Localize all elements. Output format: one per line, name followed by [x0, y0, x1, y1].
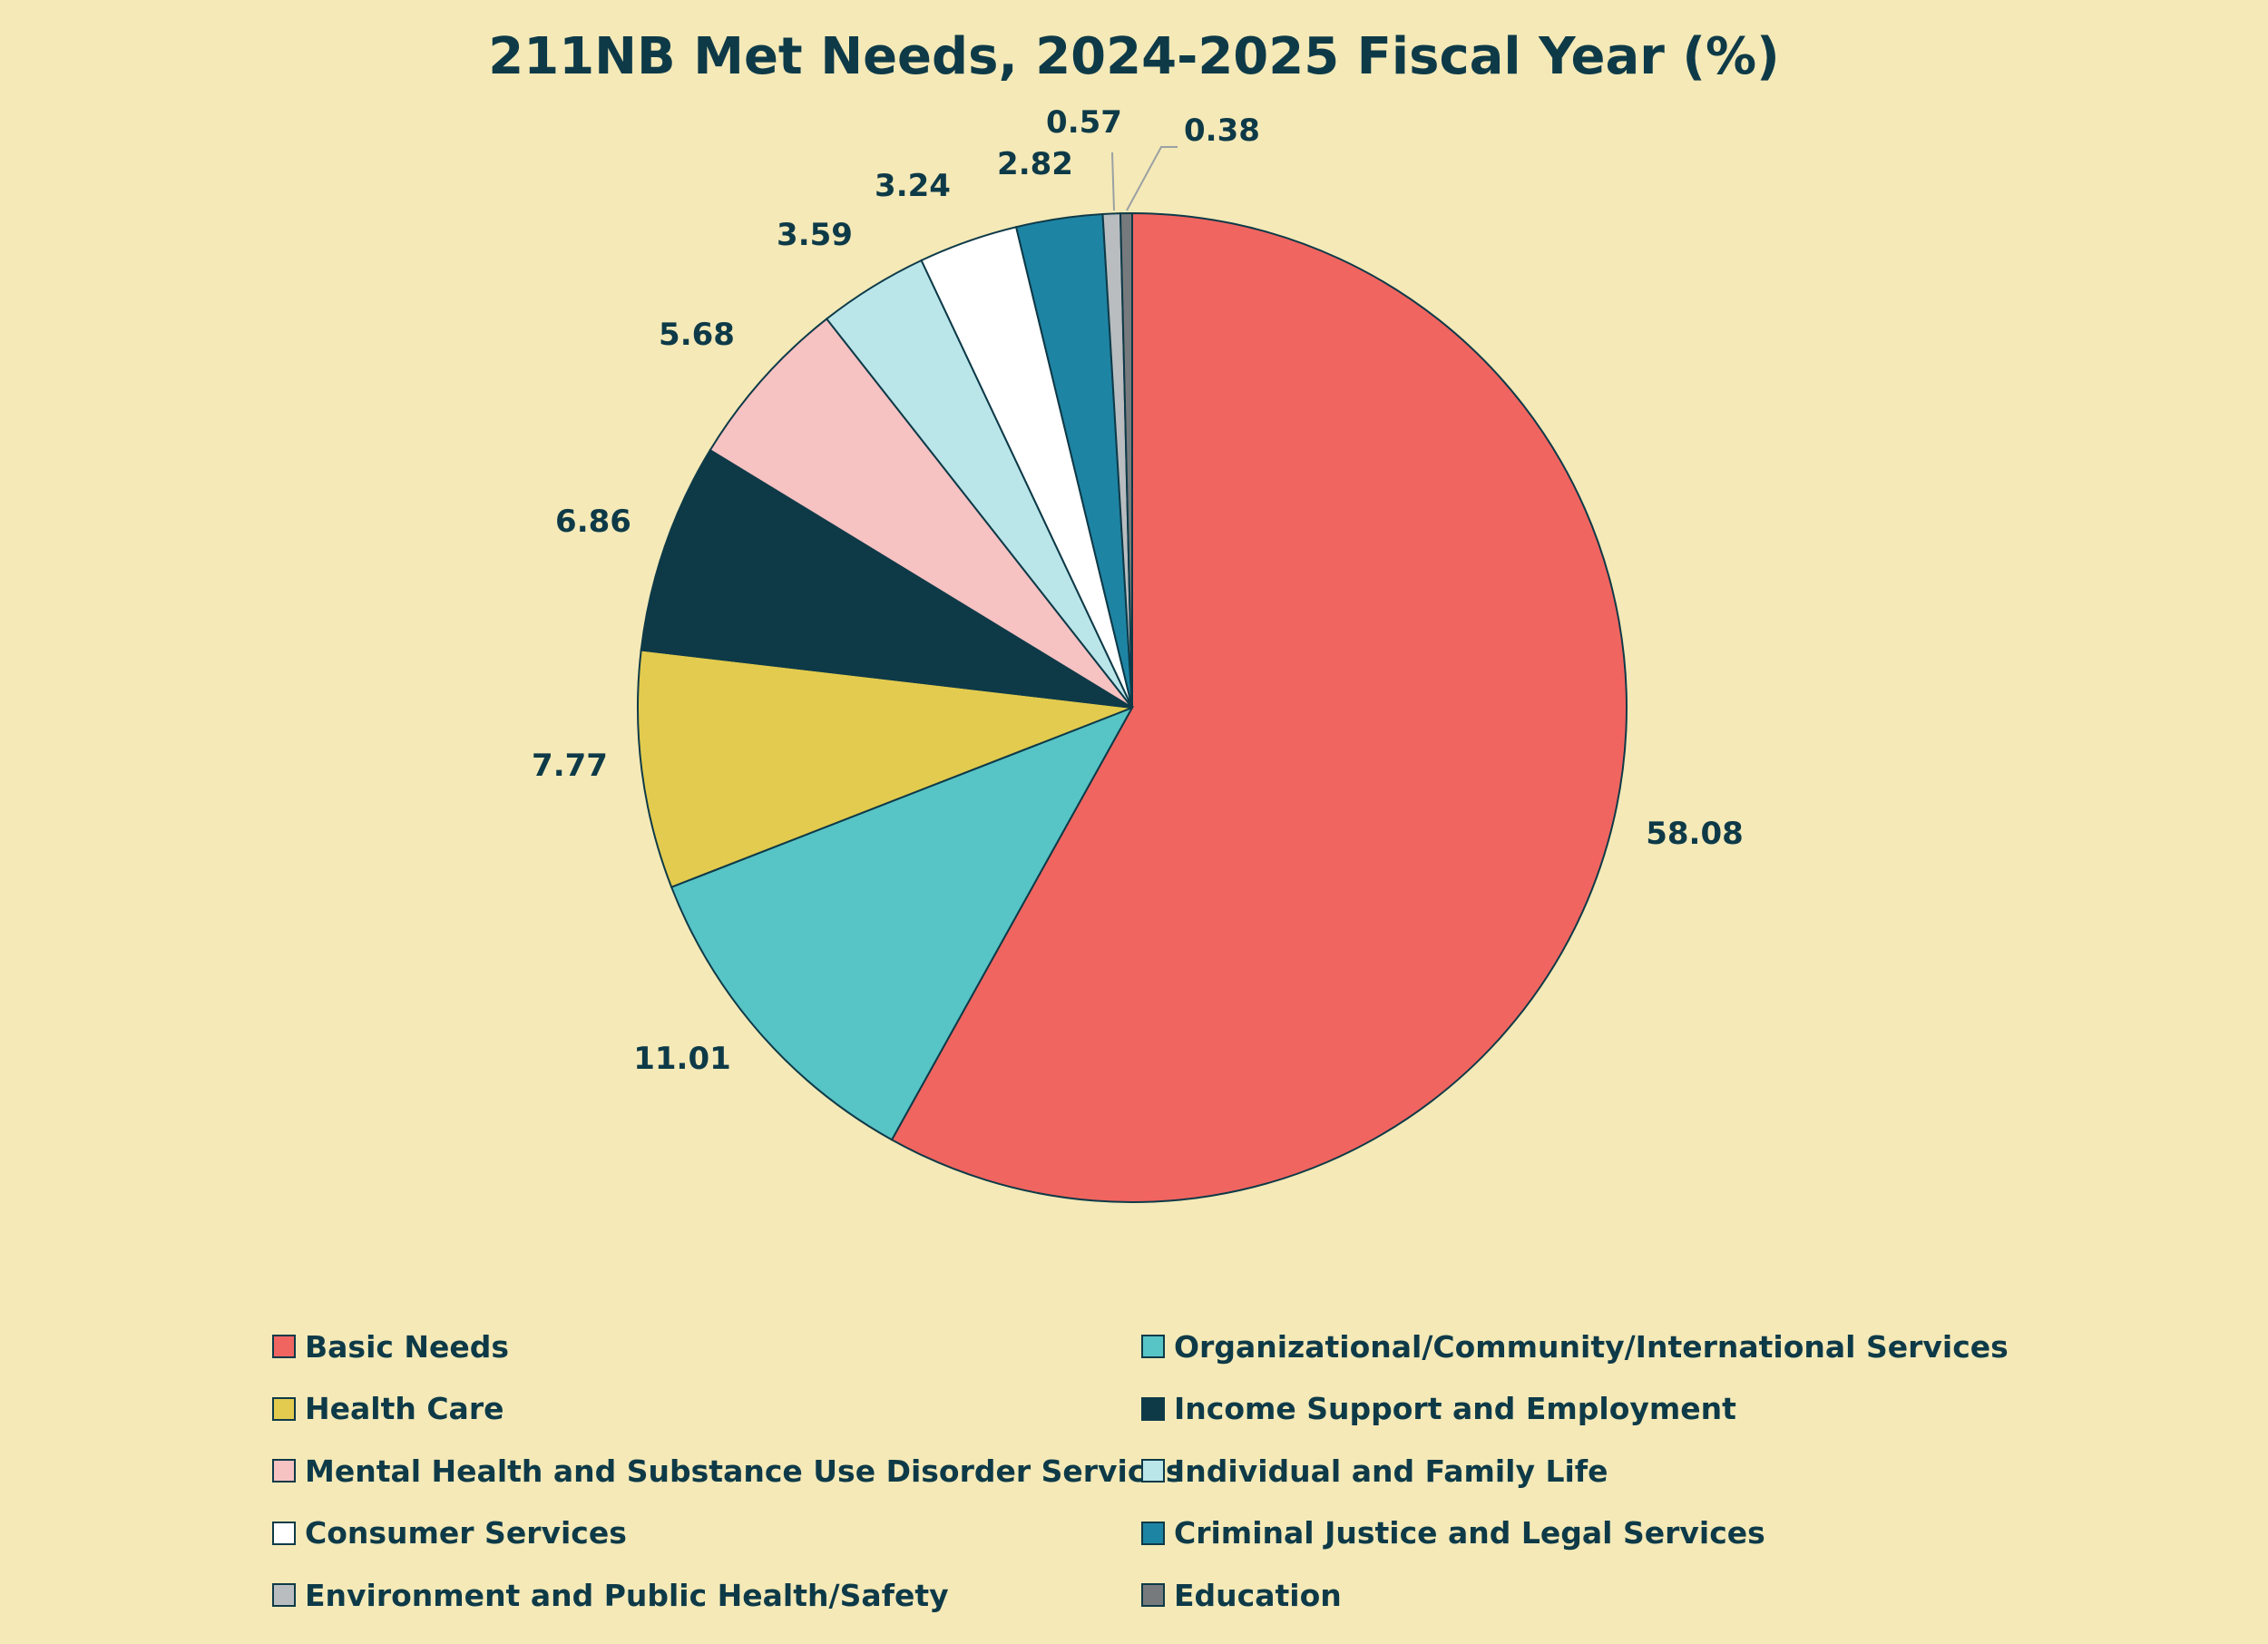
data-label-1: 58.08 [1646, 816, 1744, 852]
legend-label: Organizational/Community/International S… [1174, 1328, 2009, 1365]
legend-item-6: Individual and Family Life [1141, 1445, 1608, 1496]
legend-label: Individual and Family Life [1174, 1453, 1608, 1489]
pie-chart: 58.08 11.01 7.77 6.86 5.68 3.59 3.24 2.82 0.57 0.… [532, 104, 1744, 1203]
legend-item-1: Basic Needs [272, 1321, 509, 1372]
legend-item-5: Mental Health and Substance Use Disorder… [272, 1445, 1183, 1496]
legend-label: Environment and Public Health/Safety [305, 1577, 949, 1613]
legend-swatch [272, 1396, 296, 1421]
legend-label: Basic Needs [305, 1328, 510, 1365]
leader-line-10 [1126, 146, 1178, 211]
data-label-9: 0.57 [1046, 104, 1122, 141]
legend-item-2: Organizational/Community/International S… [1141, 1321, 2009, 1372]
legend-swatch [1141, 1583, 1165, 1607]
legend-swatch [272, 1583, 296, 1607]
legend-item-4: Income Support and Employment [1141, 1384, 1736, 1434]
legend-swatch [272, 1459, 296, 1483]
pie-slice-10 [1119, 211, 1133, 709]
data-label-2: 11.01 [633, 1041, 731, 1077]
legend-label: Mental Health and Substance Use Disorder… [305, 1453, 1184, 1489]
legend: Basic Needs Organizational/Community/Inte… [272, 1321, 2041, 1620]
legend-swatch [1141, 1521, 1165, 1545]
data-label-4: 6.86 [555, 504, 631, 540]
leader-line-9 [1111, 152, 1115, 211]
legend-label: Consumer Services [305, 1515, 627, 1551]
legend-swatch [272, 1335, 296, 1358]
legend-label: Criminal Justice and Legal Services [1174, 1515, 1765, 1551]
data-label-3: 7.77 [532, 748, 608, 784]
legend-item-10: Education [1141, 1570, 1342, 1620]
chart-title: 211NB Met Needs, 2024-2025 Fiscal Year (… [488, 27, 1780, 86]
legend-swatch [1141, 1459, 1165, 1483]
legend-item-9: Environment and Public Health/Safety [272, 1570, 949, 1620]
pie-slice-4 [640, 448, 1133, 709]
legend-swatch [272, 1521, 296, 1545]
pie-slice-3 [637, 649, 1133, 889]
pie-slice-5 [709, 318, 1133, 709]
legend-swatch [1141, 1335, 1165, 1358]
legend-item-7: Consumer Services [272, 1508, 627, 1559]
data-label-6: 3.59 [777, 217, 853, 253]
legend-item-3: Health Care [272, 1384, 503, 1434]
legend-label: Income Support and Employment [1174, 1391, 1736, 1426]
pie-slice-1 [890, 211, 1628, 1203]
legend-label: Health Care [305, 1391, 504, 1426]
data-label-7: 3.24 [875, 168, 951, 204]
legend-item-8: Criminal Justice and Legal Services [1141, 1508, 1765, 1559]
legend-swatch [1141, 1396, 1165, 1421]
pie-slice-2 [670, 706, 1135, 1141]
data-label-10: 0.38 [1184, 113, 1260, 149]
data-label-8: 2.82 [997, 146, 1073, 182]
legend-label: Education [1174, 1577, 1342, 1613]
data-label-5: 5.68 [659, 317, 735, 353]
